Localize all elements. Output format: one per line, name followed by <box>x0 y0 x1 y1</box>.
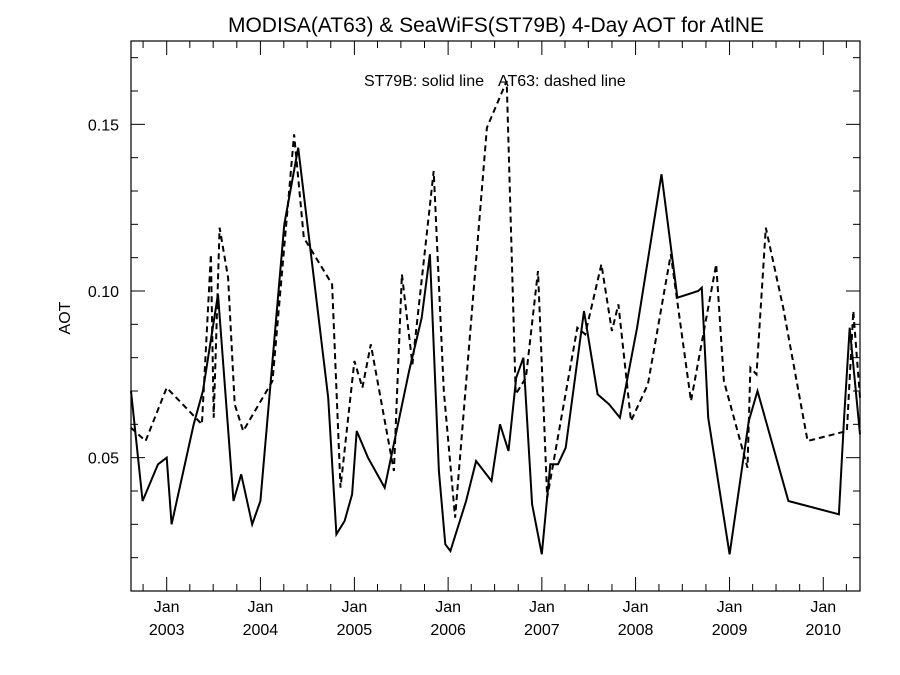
x-tick-label-year: 2010 <box>805 622 841 639</box>
x-tick-label-month: Jan <box>717 599 743 616</box>
series-lines <box>130 80 861 555</box>
series-line-dashed <box>130 80 861 518</box>
x-tick-label-year: 2008 <box>618 622 654 639</box>
axis-ticks: 0.05 0.10 0.15 Jan 2003 Jan 2004 Jan 2005 Jan 2006… <box>88 41 860 639</box>
chart-title: MODISA(AT63) & SeaWiFS(ST79B) 4-Day AOT … <box>228 14 764 37</box>
y-axis-label: AOT <box>57 301 74 334</box>
x-tick-label-month: Jan <box>623 599 649 616</box>
x-tick-label-year: 2004 <box>243 622 279 639</box>
plot-frame <box>130 40 861 592</box>
series-line-solid <box>130 147 861 555</box>
x-tick-label-year: 2009 <box>712 622 748 639</box>
y-tick-label: 0.05 <box>88 451 119 468</box>
x-tick-label-month: Jan <box>435 599 461 616</box>
x-tick-label-month: Jan <box>810 599 836 616</box>
annotation-dashed-line: AT63: dashed line <box>498 73 626 90</box>
y-tick-label: 0.10 <box>88 284 119 301</box>
x-tick-label-year: 2005 <box>337 622 373 639</box>
x-tick-label-month: Jan <box>529 599 555 616</box>
x-tick-label-month: Jan <box>342 599 368 616</box>
x-tick-label-month: Jan <box>248 599 274 616</box>
annotation-solid-line: ST79B: solid line <box>364 73 484 90</box>
x-tick-label-year: 2007 <box>524 622 560 639</box>
x-tick-label-month: Jan <box>154 599 180 616</box>
y-tick-label: 0.15 <box>88 117 119 134</box>
x-tick-label-year: 2003 <box>149 622 185 639</box>
x-tick-label-year: 2006 <box>430 622 466 639</box>
